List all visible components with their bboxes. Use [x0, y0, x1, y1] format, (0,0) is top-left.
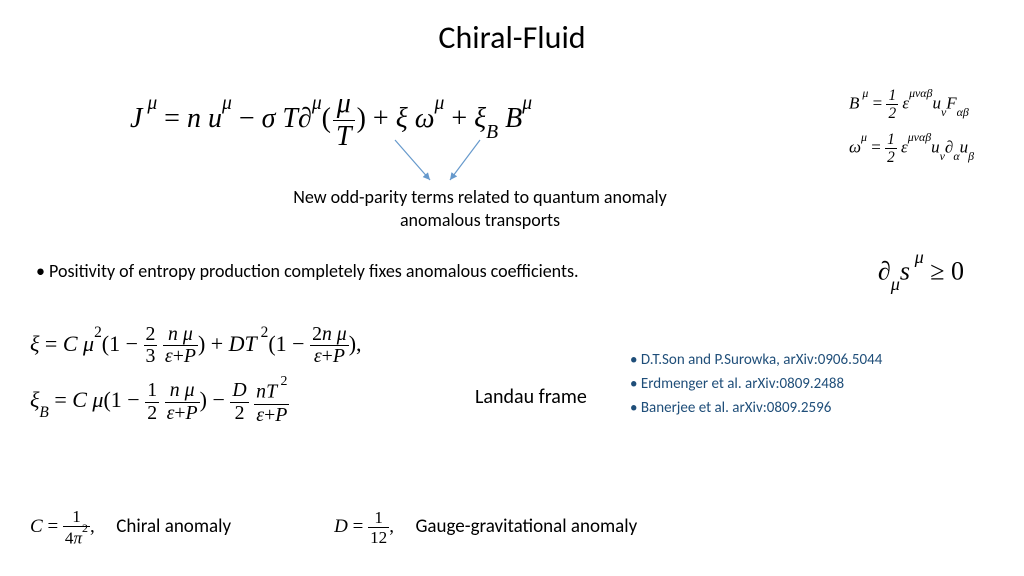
xi-equation: ξ = C μ2(1 − 23 n με+P) + DT 2(1 − 2n με…: [30, 320, 362, 368]
caption-line-1: New odd-parity terms related to quantum …: [293, 186, 667, 208]
omega-definition: ωμ = 12 εμναβuν∂αuβ: [849, 132, 974, 166]
entropy-bullet: Positivity of entropy production complet…: [36, 260, 579, 282]
gauge-grav-label: Gauge-gravitational anomaly: [415, 515, 637, 538]
landau-frame-label: Landau frame: [475, 385, 587, 409]
xiB-equation: ξB = C μ(1 − 12 n με+P) − D2 nT 2ε+P: [30, 376, 362, 425]
ref-2: Erdmenger et al. arXiv:0809.2488: [630, 372, 882, 396]
slide-title: Chiral-Fluid: [0, 0, 1024, 57]
side-definitions: B μ = 12 εμναβuνFαβ ωμ = 12 εμναβuν∂αuβ: [849, 88, 974, 175]
ref-3: Banerjee et al. arXiv:0809.2596: [630, 396, 882, 420]
chiral-anomaly-label: Chiral anomaly: [116, 515, 231, 538]
xi-equations: ξ = C μ2(1 − 23 n με+P) + DT 2(1 − 2n με…: [30, 320, 362, 434]
entropy-inequality: ∂μs μ ≥ 0: [878, 254, 964, 291]
caption-line-2: anomalous transports: [400, 209, 560, 231]
references: D.T.Son and P.Surowka, arXiv:0906.5044 E…: [630, 348, 882, 420]
anomaly-caption: New odd-parity terms related to quantum …: [270, 186, 690, 233]
anomaly-constants: C = 14π2, Chiral anomaly D = 112, Gauge-…: [30, 508, 637, 547]
pointer-arrows: [375, 135, 525, 185]
B-definition: B μ = 12 εμναβuνFαβ: [849, 88, 974, 122]
D-constant: D = 112,: [334, 516, 394, 537]
C-constant: C = 14π2,: [30, 516, 95, 537]
ref-1: D.T.Son and P.Surowka, arXiv:0906.5044: [630, 348, 882, 372]
